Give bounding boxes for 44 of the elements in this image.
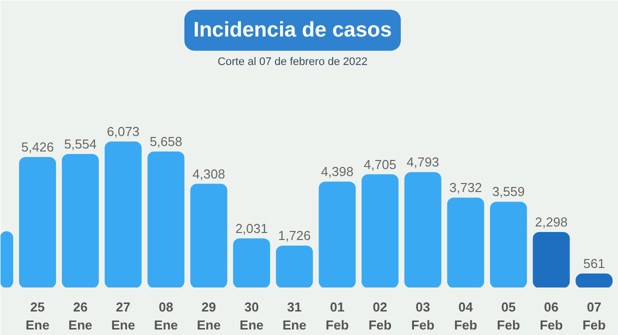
data-label: 5,426 [21,140,54,155]
x-tick-label: 03 Feb [411,300,434,332]
data-label: 5,658 [150,134,182,149]
data-label: 4,308 [192,166,226,182]
x-tick-label: 29 Ene [196,300,221,332]
x-tick-label: 30 Ene [240,300,264,332]
x-tick-label: 26 Ene [68,300,92,332]
bar [276,246,313,288]
bar [447,198,484,288]
data-label: 4,793 [406,154,440,170]
bar [19,157,56,288]
x-tick-label: 05 Feb [496,300,520,332]
bar [104,142,142,288]
chart-title: Incidencia de casos [193,18,392,42]
x-tick-label: 02 Feb [368,300,392,332]
x-tick-label: 07 Feb [582,300,606,332]
x-tick-label: 04 Feb [454,300,478,332]
x-tick-label: 01 Feb [326,300,349,332]
data-label: 3,732 [449,180,482,196]
x-tick-label: 08 Ene [154,300,178,332]
bar [532,232,570,288]
bar [362,174,399,288]
bar [62,154,99,288]
chart-subtitle: Corte al 07 de febrero de 2022 [218,56,368,68]
x-tick-label: 25 Ene [26,300,50,332]
bar [147,151,184,288]
x-tick-label: 31 Ene [282,300,306,332]
data-label: 561 [583,256,605,272]
x-tick-label: 06 Feb [540,300,563,332]
data-label: 3,559 [492,184,525,200]
bar [233,238,270,288]
data-label: 1,726 [278,228,311,244]
data-label: 2,031 [235,220,268,236]
data-label: 2,298 [535,214,568,230]
bar [318,182,356,288]
data-label: 4,705 [364,156,396,172]
bar [190,184,228,288]
data-label: 5,554 [64,136,97,152]
bar [490,202,527,288]
bar [576,274,613,288]
bar [404,172,442,288]
data-label: 4,398 [320,164,354,180]
data-label: 6,073 [106,124,140,140]
x-tick-label: 27 Ene [111,300,136,332]
